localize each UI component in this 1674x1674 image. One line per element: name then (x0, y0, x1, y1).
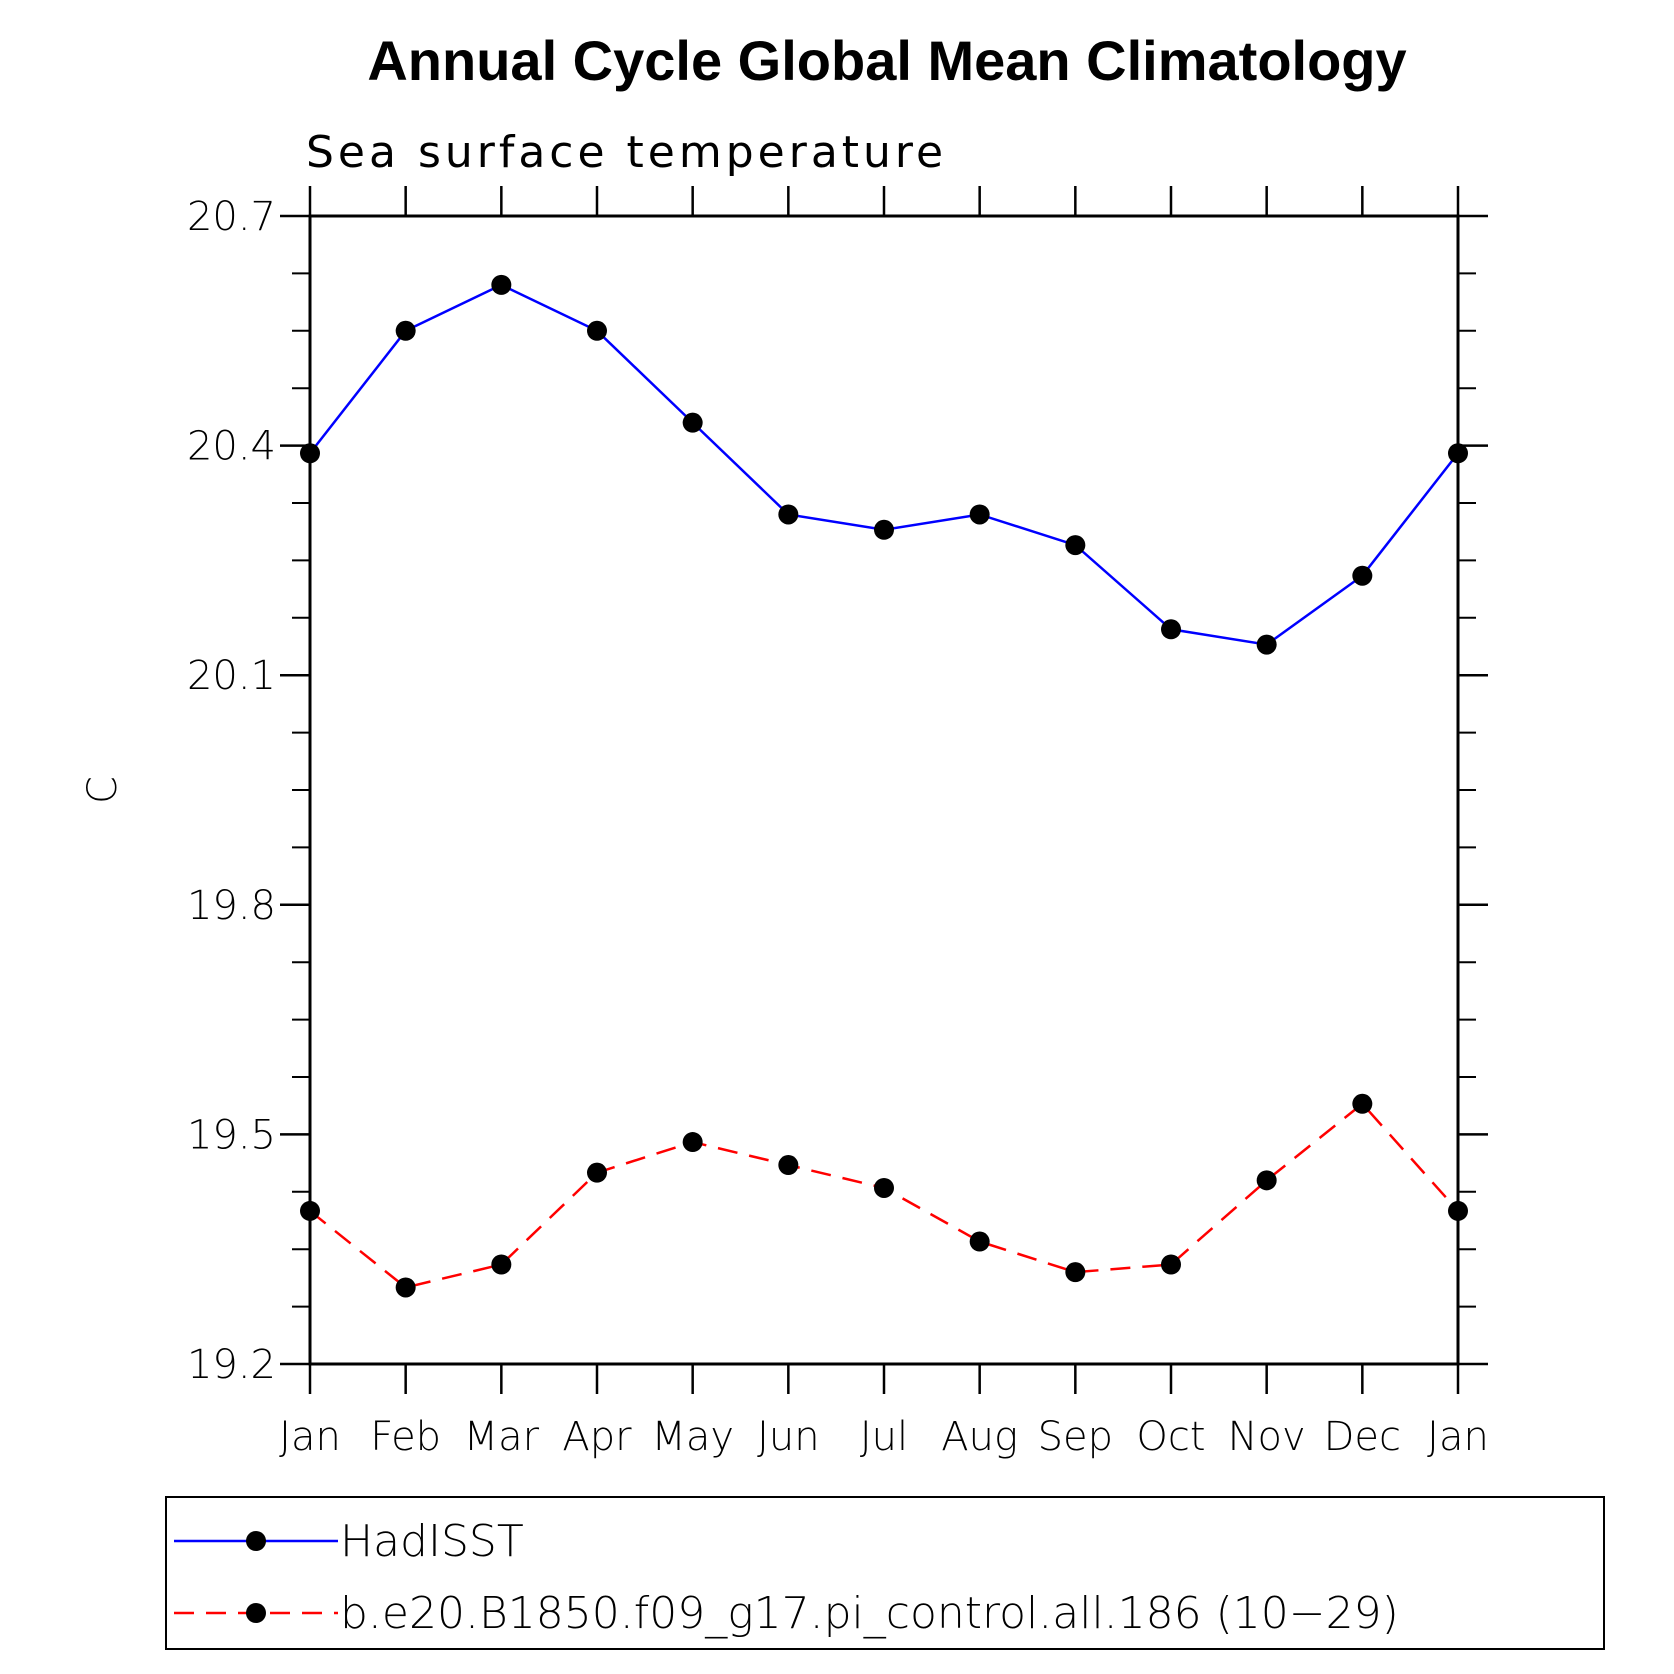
data-point (1352, 565, 1373, 586)
data-point (1161, 1254, 1181, 1275)
data-point (874, 1177, 894, 1198)
x-axis: Jan Feb Mar Apr May Jun Jul Aug Sep Oct Nov Dec Jan (279, 186, 1489, 1460)
data-point (587, 320, 607, 341)
legend-marker (246, 1531, 266, 1551)
series-line (309, 283, 1459, 646)
data-point (969, 504, 990, 525)
data-point (1065, 535, 1086, 556)
data-point (300, 443, 320, 464)
y-tick-label: 19.8 (187, 883, 276, 929)
legend-label: HadISST (340, 1516, 524, 1567)
data-point (1448, 1200, 1468, 1221)
x-tick-label: Mar (464, 1414, 540, 1460)
data-point (778, 504, 799, 525)
x-tick-label: Jul (860, 1414, 908, 1460)
y-tick-label: 20.1 (187, 653, 276, 699)
data-point (1448, 443, 1468, 464)
data-point (1256, 1170, 1277, 1191)
x-tick-label: Nov (1228, 1414, 1306, 1460)
data-point (682, 1132, 703, 1153)
data-point (874, 519, 894, 540)
x-tick-label: Jan (279, 1414, 341, 1460)
data-point (1352, 1093, 1373, 1114)
legend-marker (246, 1603, 266, 1623)
y-tick-label: 20.4 (187, 424, 276, 470)
x-tick-label: Oct (1136, 1414, 1205, 1460)
data-point (491, 274, 512, 295)
data-point (1256, 634, 1277, 655)
chart-subtitle: Sea surface temperature (306, 127, 947, 178)
y-tick-label: 19.5 (187, 1112, 276, 1158)
data-point (778, 1155, 799, 1176)
data-point (491, 1254, 512, 1275)
x-tick-label: Jun (757, 1414, 820, 1460)
data-point (395, 320, 416, 341)
series-layer (300, 274, 1468, 1298)
x-tick-label: Jan (1427, 1414, 1489, 1460)
y-tick-label: 20.7 (187, 194, 276, 240)
chart-title: Annual Cycle Global Mean Climatology (367, 29, 1406, 92)
data-point (682, 412, 703, 433)
x-tick-label: Feb (370, 1414, 441, 1460)
y-tick-label: 19.2 (187, 1342, 276, 1388)
x-tick-label: Dec (1324, 1414, 1401, 1460)
data-point (969, 1231, 990, 1252)
data-point (395, 1277, 416, 1298)
x-tick-label: Apr (562, 1414, 632, 1460)
data-point (1065, 1262, 1086, 1283)
x-tick-label: Aug (941, 1414, 1018, 1460)
x-tick-label: May (651, 1414, 734, 1460)
legend-box (165, 1496, 1605, 1650)
legend-label: b.e20.B1850.f09_g17.pi_control.all.186 (… (340, 1588, 1399, 1639)
x-tick-label: Sep (1038, 1414, 1113, 1460)
y-axis: 20.7 20.4 20.1 19.8 19.5 19.2 (187, 194, 1488, 1388)
legend: HadISST b.e20.B1850.f09_g17.pi_control.al… (165, 1496, 1605, 1650)
y-axis-label: C (80, 776, 126, 804)
data-point (1161, 619, 1181, 640)
data-point (300, 1200, 320, 1221)
data-point (587, 1162, 607, 1183)
